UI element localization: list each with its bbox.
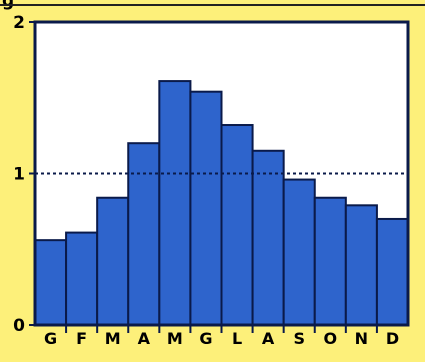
bar-3 (127, 142, 161, 326)
bar-2 (96, 196, 130, 327)
x-label-7: A (262, 329, 275, 348)
bar-5 (189, 90, 223, 326)
bar-11 (375, 217, 409, 326)
x-label-10: N (355, 329, 368, 348)
y-tick-label-1: 1 (13, 165, 25, 185)
y-ticks-group: 0 1 2 (13, 13, 35, 336)
x-label-1: F (76, 329, 87, 348)
bar-7 (251, 149, 285, 326)
x-label-2: M (105, 329, 121, 348)
bar-8 (282, 178, 316, 326)
x-label-3: A (138, 329, 151, 348)
bar-4 (158, 80, 192, 326)
x-label-5: G (199, 329, 212, 348)
x-label-0: G (44, 329, 57, 348)
x-label-6: L (232, 329, 242, 348)
bar-6 (220, 124, 254, 326)
y-tick-label-2: 2 (13, 13, 25, 33)
x-label-11: D (386, 329, 399, 348)
x-label-4: M (167, 329, 183, 348)
frame-top-border (0, 4, 425, 6)
y-tick-label-0: 0 (13, 316, 25, 336)
x-label-8: S (293, 329, 305, 348)
bar-9 (313, 196, 347, 327)
bar-0 (34, 239, 68, 326)
bar-10 (344, 204, 378, 326)
bar-1 (65, 231, 99, 327)
x-label-9: O (323, 329, 337, 348)
